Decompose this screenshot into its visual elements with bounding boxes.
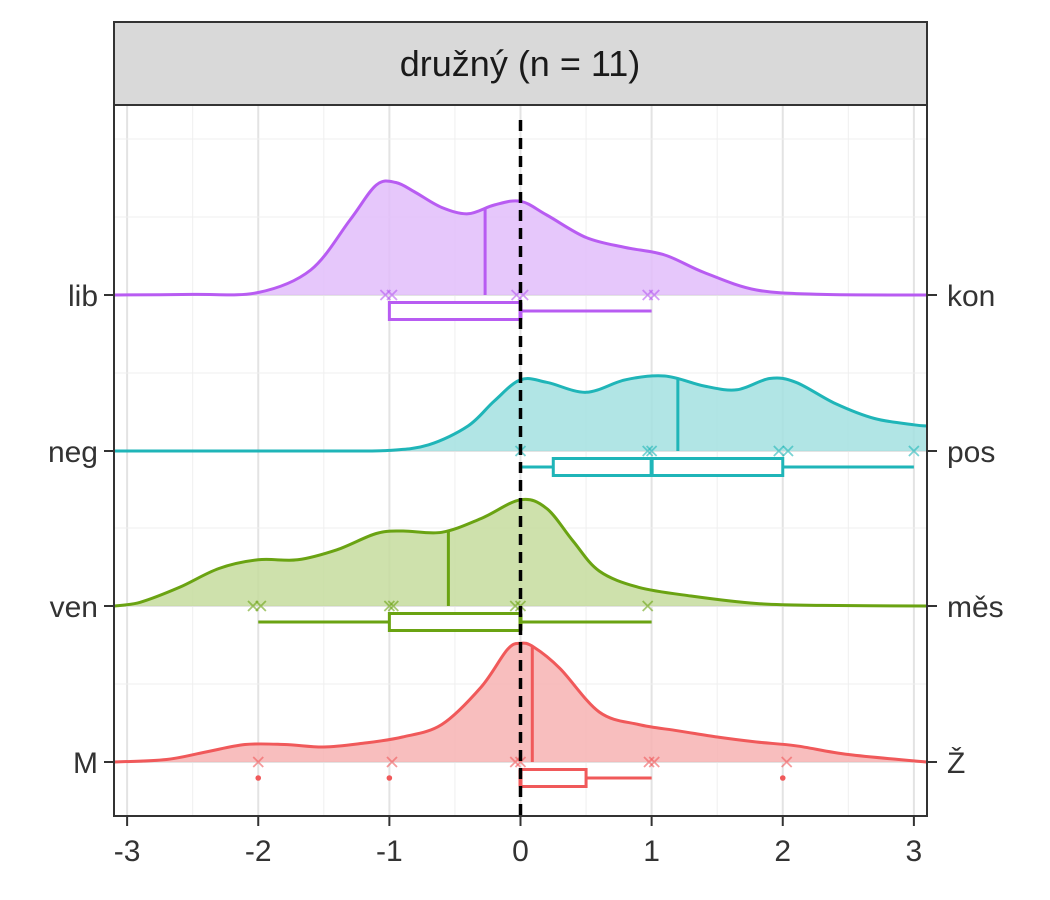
box-outlier bbox=[255, 775, 262, 781]
density-line bbox=[113, 179, 928, 297]
observation-point bbox=[782, 445, 794, 457]
box-outlier bbox=[386, 775, 393, 781]
observation-point bbox=[383, 600, 396, 612]
x-tick-label: 3 bbox=[906, 835, 923, 868]
observation-point bbox=[509, 600, 521, 612]
density-line bbox=[113, 374, 928, 453]
x-tick-label: -3 bbox=[114, 835, 141, 868]
facet-title: družný (n = 11) bbox=[400, 43, 640, 84]
observation-point bbox=[386, 289, 398, 301]
observation-point bbox=[387, 600, 399, 612]
density-line bbox=[113, 641, 928, 764]
observation-point bbox=[642, 600, 654, 612]
observation-point bbox=[252, 756, 264, 768]
density-line bbox=[113, 497, 928, 608]
box-outlier bbox=[779, 775, 786, 781]
box-iqr bbox=[387, 612, 522, 632]
box-iqr bbox=[551, 457, 785, 477]
observation-point bbox=[648, 289, 660, 301]
observation-point bbox=[908, 445, 920, 457]
y-label-right: kon bbox=[947, 280, 995, 313]
y-label-right: pos bbox=[947, 436, 995, 469]
x-tick-label: 1 bbox=[643, 835, 660, 868]
observation-point bbox=[773, 445, 785, 457]
y-label-left: neg bbox=[48, 436, 98, 469]
observation-point bbox=[643, 756, 655, 768]
observation-point bbox=[648, 756, 660, 768]
y-label-right: měs bbox=[947, 591, 1004, 624]
y-label-right: Ž bbox=[947, 747, 965, 780]
x-tick-label: -1 bbox=[376, 835, 403, 868]
box-iqr bbox=[519, 768, 588, 788]
facet-strip bbox=[113, 21, 928, 106]
y-label-left: lib bbox=[68, 280, 98, 313]
observation-point bbox=[645, 445, 658, 457]
observation-point bbox=[781, 756, 793, 768]
box-iqr bbox=[387, 301, 522, 321]
observation-point bbox=[514, 756, 527, 768]
x-tick-label: -2 bbox=[245, 835, 272, 868]
observation-point bbox=[255, 600, 267, 612]
observation-point bbox=[509, 756, 521, 768]
y-label-left: ven bbox=[50, 591, 98, 624]
x-tick-label: 0 bbox=[512, 835, 529, 868]
x-tick-label: 2 bbox=[774, 835, 791, 868]
axes: -3 -2 -1 0 1 2 3 lib kon neg pos ven měs M Ž bbox=[48, 280, 1004, 868]
observation-point bbox=[642, 445, 654, 457]
y-label-left: M bbox=[73, 747, 98, 780]
observation-point bbox=[386, 756, 398, 768]
